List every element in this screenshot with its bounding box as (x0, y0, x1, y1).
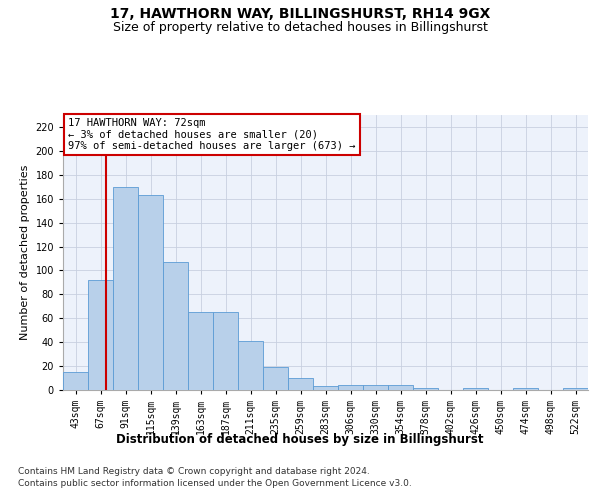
Bar (238, 341, 263, 390)
Bar (63, 372, 88, 390)
Bar (363, 385, 388, 390)
Text: 17, HAWTHORN WAY, BILLINGSHURST, RH14 9GX: 17, HAWTHORN WAY, BILLINGSHURST, RH14 9G… (110, 8, 490, 22)
Text: Size of property relative to detached houses in Billingshurst: Size of property relative to detached ho… (113, 21, 487, 34)
Bar (213, 312, 238, 390)
Bar (163, 262, 188, 390)
Bar (88, 280, 113, 390)
Bar (388, 385, 413, 390)
Bar (113, 186, 138, 390)
Text: Contains public sector information licensed under the Open Government Licence v3: Contains public sector information licen… (18, 478, 412, 488)
Bar (188, 312, 213, 390)
Bar (413, 388, 438, 390)
Bar (288, 378, 313, 390)
Bar (463, 388, 488, 390)
Bar (513, 388, 538, 390)
Text: Distribution of detached houses by size in Billingshurst: Distribution of detached houses by size … (116, 432, 484, 446)
Bar (563, 388, 588, 390)
Text: 17 HAWTHORN WAY: 72sqm
← 3% of detached houses are smaller (20)
97% of semi-deta: 17 HAWTHORN WAY: 72sqm ← 3% of detached … (68, 118, 356, 151)
Bar (263, 368, 288, 390)
Text: Contains HM Land Registry data © Crown copyright and database right 2024.: Contains HM Land Registry data © Crown c… (18, 468, 370, 476)
Bar (313, 386, 338, 390)
Bar (338, 385, 363, 390)
Bar (138, 195, 163, 390)
Y-axis label: Number of detached properties: Number of detached properties (20, 165, 30, 340)
